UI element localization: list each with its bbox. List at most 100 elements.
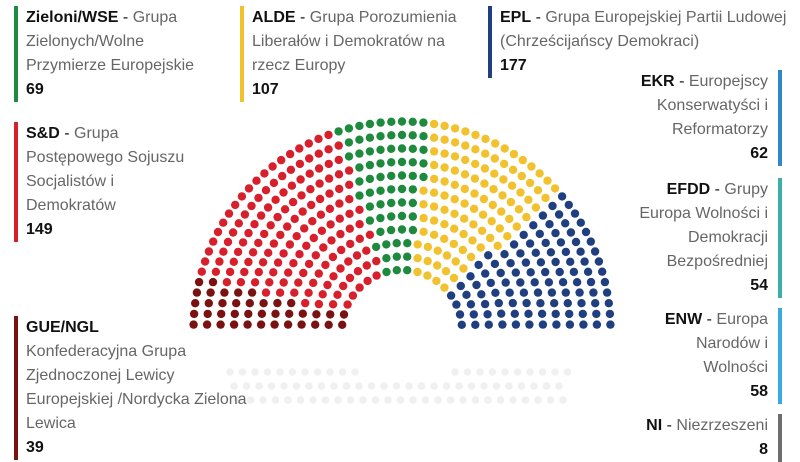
seat-sd	[308, 217, 317, 226]
seat-alde	[440, 177, 449, 186]
legend-gue: GUE/NGL Konfederacyjna Grupa Zjednoczone…	[14, 316, 251, 460]
seat-sd	[335, 199, 344, 208]
seat-alde	[471, 130, 480, 140]
seat-greens	[376, 200, 385, 209]
seat-sd	[244, 184, 254, 193]
seat-alde	[423, 242, 433, 252]
seat-lower-empty	[501, 368, 509, 376]
seat-greens	[419, 118, 428, 127]
seat-alde	[423, 256, 432, 266]
seat-gue	[208, 277, 218, 287]
seat-sd	[372, 256, 381, 266]
seat-sd	[325, 204, 335, 213]
legend-efdd-name: Grupy Europa Wolności i Demokracji Bezpo…	[639, 181, 768, 270]
seat-alde	[419, 227, 428, 236]
seat-alde	[514, 205, 524, 214]
seat-sd	[252, 176, 261, 185]
seat-sd	[295, 144, 304, 153]
seat-alde	[503, 232, 512, 241]
seat-greens	[376, 186, 385, 195]
seat-greens	[376, 118, 385, 127]
seat-alde	[440, 121, 449, 131]
seat-epl	[521, 258, 531, 267]
seat-gue	[192, 288, 202, 297]
seat-greens	[365, 133, 375, 142]
seat-lower-empty	[563, 368, 572, 376]
seat-greens	[355, 163, 364, 172]
seat-lower-empty	[296, 396, 305, 404]
seat-sd	[297, 191, 306, 200]
seat-sd	[238, 238, 248, 247]
seat-sd	[277, 155, 286, 165]
seat-greens	[376, 213, 385, 223]
seat-epl	[556, 238, 566, 247]
seat-sd	[345, 224, 354, 233]
seat-lower-empty	[276, 368, 284, 376]
seat-epl	[579, 320, 588, 329]
seat-sd	[324, 145, 333, 154]
seat-epl	[506, 259, 515, 268]
seat-epl	[566, 228, 576, 237]
seat-lower-empty	[517, 382, 526, 390]
seat-epl	[525, 239, 535, 248]
seat-sd	[316, 210, 326, 219]
seat-lower-empty	[409, 396, 417, 404]
seat-greens	[408, 171, 417, 181]
seat-alde	[429, 202, 439, 211]
seat-alde	[481, 149, 490, 158]
seat-sd	[276, 230, 285, 240]
seat-lower-empty	[442, 382, 451, 390]
seat-gue	[283, 320, 293, 329]
seat-lower-empty	[484, 396, 492, 404]
seat-alde	[450, 209, 459, 218]
seat-greens	[392, 239, 401, 248]
seat-sd	[215, 257, 224, 266]
seat-lower-empty	[430, 382, 438, 390]
seat-sd	[319, 243, 328, 252]
legend-enw-seats: 58	[750, 383, 768, 400]
seat-greens	[397, 225, 407, 234]
seat-epl	[484, 320, 493, 329]
seat-gue	[202, 320, 212, 329]
seat-alde	[517, 171, 526, 181]
seat-gue	[234, 288, 243, 297]
seat-alde	[477, 226, 487, 235]
seat-sd	[314, 299, 324, 309]
seat-greens	[355, 191, 364, 200]
seat-sd	[343, 300, 352, 309]
seat-lower-empty	[338, 368, 347, 376]
seat-lower-empty	[480, 382, 488, 390]
seat-gue	[204, 299, 213, 308]
seat-greens	[344, 124, 354, 133]
seat-greens	[386, 225, 396, 235]
seat-lower-empty	[346, 396, 355, 404]
seat-alde	[471, 159, 480, 169]
seat-lower-empty	[451, 368, 459, 376]
seat-epl	[519, 288, 529, 297]
legend-greens-name: Grupa Zielonych/Wolne Przymierze Europej…	[26, 9, 195, 74]
seat-epl	[496, 268, 505, 278]
seat-alde	[460, 199, 469, 208]
seat-epl	[456, 281, 465, 291]
seat-lower-empty	[309, 396, 317, 404]
seat-alde	[429, 160, 439, 170]
seat-epl	[551, 309, 560, 319]
seat-gue	[243, 320, 252, 329]
seat-gue	[273, 298, 282, 308]
seat-epl	[510, 309, 519, 318]
seat-greens	[355, 149, 364, 158]
seat-alde	[469, 220, 478, 229]
seat-sd	[352, 251, 362, 260]
seat-epl	[524, 309, 533, 318]
seat-lower-empty	[513, 368, 522, 376]
seat-alde	[429, 133, 439, 142]
seat-sd	[234, 219, 243, 228]
seat-greens	[376, 227, 385, 236]
seat-sd	[337, 245, 346, 255]
seat-epl	[580, 257, 589, 266]
seat-alde	[460, 214, 469, 223]
seat-epl	[481, 269, 490, 278]
legend-alde: ALDE - Grupa Porozumienia Liberałów i De…	[240, 6, 484, 102]
seat-sd	[254, 193, 263, 203]
seat-alde	[450, 180, 459, 189]
